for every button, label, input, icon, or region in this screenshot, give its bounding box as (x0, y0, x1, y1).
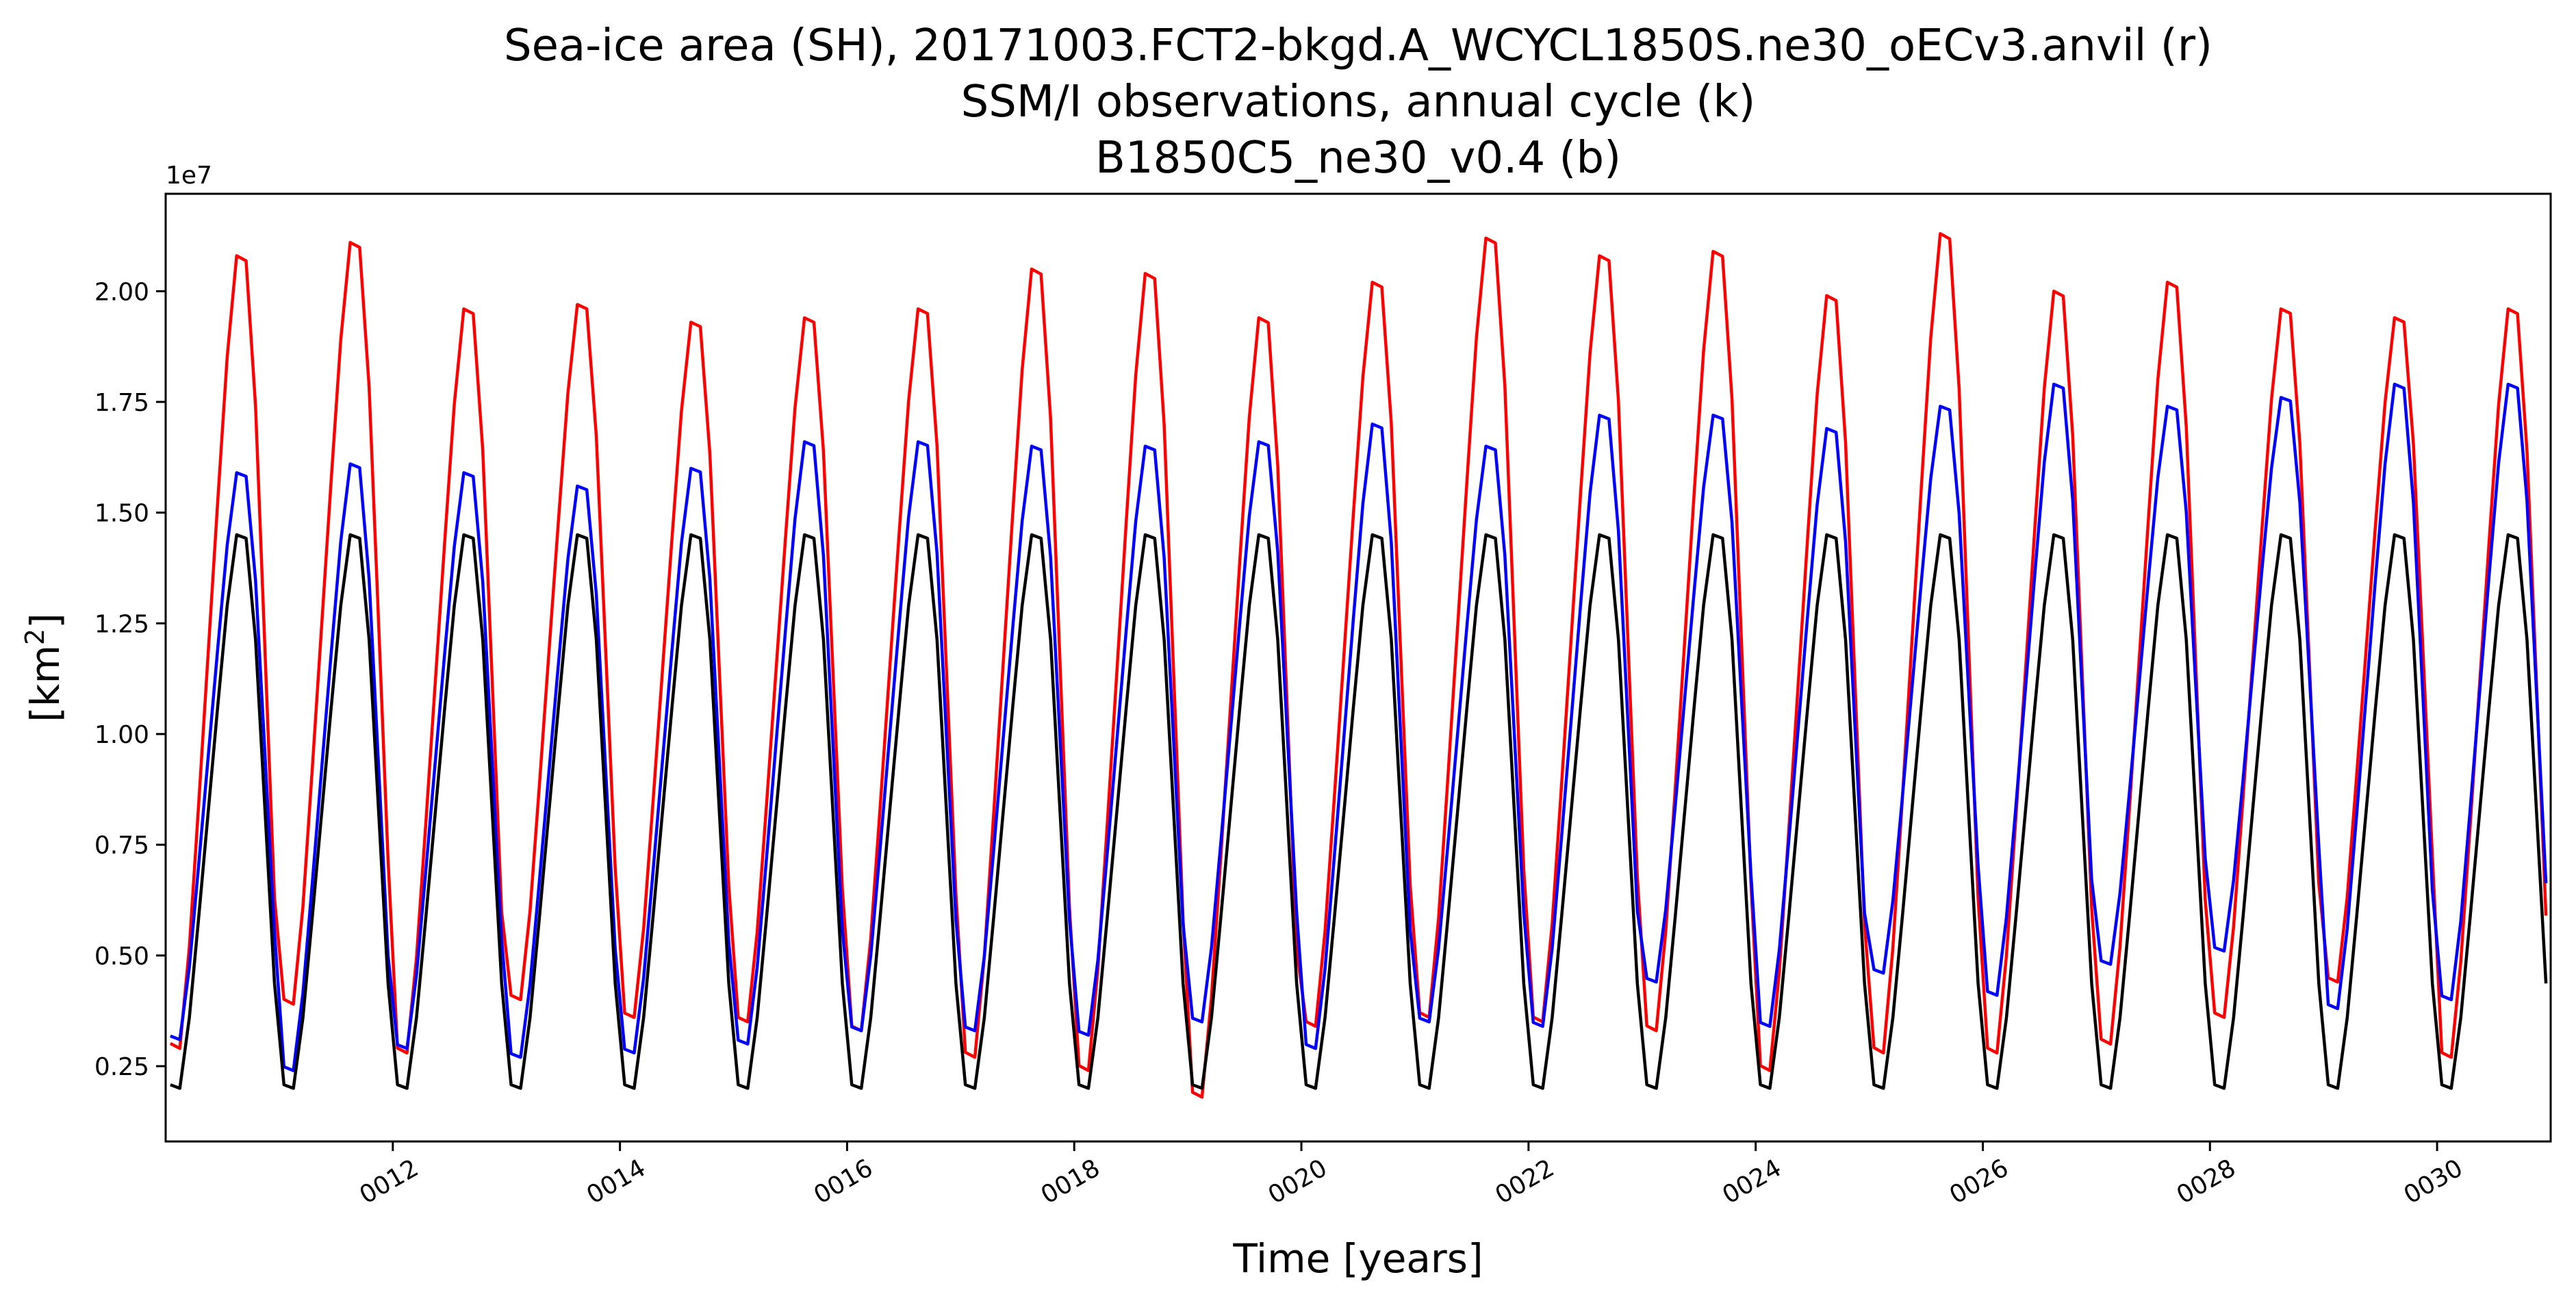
y-tick-label: 1.25 (94, 610, 149, 638)
plot-frame (164, 192, 2552, 1143)
chart-title-line-2: SSM/I observations, annual cycle (k) (961, 77, 1756, 127)
series-lines (169, 231, 2548, 1099)
y-tick-label: 1.00 (94, 721, 149, 749)
y-tick-label: 2.00 (94, 278, 149, 306)
y-axis-label: [km2] (20, 613, 68, 722)
plot-area (169, 231, 2548, 1099)
y-axis-label-superscript: 2 (20, 629, 50, 645)
series-line-2 (170, 382, 2548, 1072)
y-tick-label: 0.75 (94, 832, 149, 860)
y-tick-label: 1.50 (94, 500, 149, 528)
y-axis-label-base: [km (22, 645, 68, 722)
y-offset-label: 1e7 (166, 162, 212, 190)
chart-title-line-1: Sea-ice area (SH), 20171003.FCT2-bkgd.A_… (504, 21, 2212, 71)
series-line-1 (169, 231, 2548, 1099)
y-tick-label: 0.25 (94, 1053, 149, 1081)
y-axis-label-close: ] (22, 613, 68, 629)
chart-title-line-3: B1850C5_ne30_v0.4 (b) (1095, 133, 1621, 184)
series-line-3 (170, 533, 2548, 1090)
y-tick-label: 0.50 (94, 942, 149, 970)
y-tick-label: 1.75 (94, 389, 149, 417)
x-axis-label: Time [years] (1232, 1235, 1483, 1282)
